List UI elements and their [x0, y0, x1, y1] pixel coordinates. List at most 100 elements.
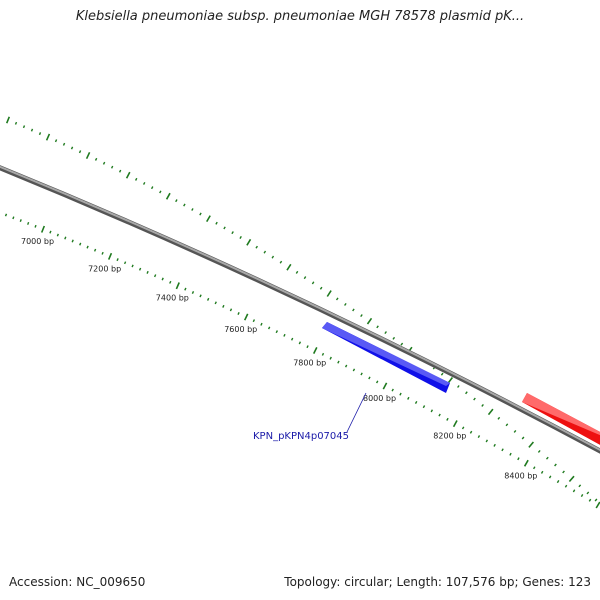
major-tick	[5, 116, 11, 124]
minor-tick	[102, 161, 106, 165]
minor-tick	[352, 368, 356, 372]
minor-tick	[12, 216, 15, 220]
minor-tick	[586, 491, 590, 495]
major-tick	[326, 290, 332, 297]
minor-tick	[191, 208, 194, 211]
minor-tick	[231, 231, 234, 235]
scale-label: 8000 bp	[363, 394, 396, 403]
major-tick	[487, 408, 494, 416]
major-tick	[107, 252, 113, 260]
minor-tick	[271, 255, 275, 259]
minor-tick	[159, 190, 162, 194]
minor-tick	[38, 132, 42, 136]
major-tick	[312, 347, 318, 354]
minor-tick	[306, 345, 309, 349]
minor-tick	[481, 403, 484, 407]
minor-tick	[101, 251, 104, 255]
major-tick	[175, 282, 180, 290]
minor-tick	[131, 264, 134, 268]
minor-tick	[430, 409, 434, 413]
minor-tick	[290, 337, 294, 341]
minor-tick	[368, 376, 371, 380]
minor-tick	[279, 260, 283, 264]
gene-label-KPN_pKPN4p07045[interactable]: KPN_pKPN4p07045	[253, 431, 349, 442]
minor-tick	[267, 326, 271, 330]
minor-tick	[14, 121, 18, 125]
scale-labels: 7000 bp 7200 bp 7400 bp 7600 bp 7800 bp 8000 …	[21, 237, 537, 480]
minor-tick	[537, 449, 541, 453]
major-tick	[40, 225, 46, 233]
minor-tick	[118, 169, 122, 173]
minor-tick	[556, 480, 560, 484]
outer-tick-ring	[5, 116, 598, 502]
minor-tick	[376, 325, 379, 329]
minor-tick	[260, 322, 263, 326]
inner-tick-ring	[4, 213, 600, 509]
gene-arrow-blue-top	[322, 322, 450, 386]
gene-KPN_pKPN4p07045[interactable]	[322, 322, 450, 393]
minor-tick	[169, 280, 172, 284]
minor-tick	[517, 457, 520, 461]
scale-label: 7800 bp	[293, 359, 326, 368]
minor-tick	[295, 270, 299, 274]
minor-tick	[321, 352, 325, 356]
minor-tick	[275, 330, 279, 334]
scale-label: 7400 bp	[156, 294, 189, 303]
minor-tick	[30, 128, 34, 132]
major-tick	[85, 151, 91, 160]
minor-tick	[375, 380, 379, 384]
minor-tick	[545, 456, 549, 460]
minor-tick	[335, 297, 339, 301]
minor-tick	[329, 356, 332, 360]
minor-tick	[199, 294, 202, 298]
major-tick	[523, 459, 529, 467]
minor-tick	[493, 443, 496, 447]
minor-tick	[540, 470, 544, 474]
minor-tick	[134, 177, 138, 181]
gene-features	[322, 322, 600, 446]
minor-tick	[548, 475, 552, 479]
minor-tick	[513, 429, 517, 433]
minor-tick	[283, 333, 286, 337]
major-tick	[45, 133, 51, 141]
minor-tick	[123, 261, 127, 265]
minor-tick	[223, 226, 226, 230]
minor-tick	[485, 439, 489, 443]
major-tick	[452, 420, 458, 428]
gene-red-feature[interactable]	[522, 393, 600, 446]
map-title: Klebsiella pneumoniae subsp. pneumoniae …	[75, 9, 525, 24]
minor-tick	[303, 276, 307, 280]
minor-tick	[64, 236, 67, 240]
minor-tick	[532, 466, 536, 470]
minor-tick	[457, 385, 460, 388]
minor-tick	[360, 314, 363, 318]
major-tick	[125, 171, 131, 179]
minor-tick	[509, 452, 512, 456]
minor-tick	[175, 199, 178, 203]
scale-label: 8200 bp	[433, 432, 466, 441]
minor-tick	[344, 364, 348, 368]
minor-tick	[298, 341, 302, 345]
major-tick	[165, 192, 171, 200]
minor-tick	[215, 221, 218, 225]
minor-tick	[56, 233, 59, 237]
scale-label: 7200 bp	[88, 264, 121, 273]
minor-tick	[237, 312, 240, 315]
minor-tick	[116, 258, 119, 262]
minor-tick	[501, 448, 504, 452]
minor-tick	[562, 470, 565, 474]
minor-tick	[521, 436, 525, 440]
minor-tick	[391, 388, 394, 392]
minor-tick	[239, 235, 242, 239]
minor-tick	[86, 245, 89, 249]
minor-tick	[78, 150, 82, 154]
minor-tick	[360, 372, 363, 376]
minor-tick	[477, 435, 481, 439]
minor-tick	[319, 286, 323, 290]
minor-tick	[255, 245, 258, 249]
minor-tick	[497, 416, 501, 420]
backbone-line	[0, 165, 600, 452]
minor-tick	[572, 489, 576, 493]
summary-text: Topology: circular; Length: 107,576 bp; …	[284, 575, 591, 589]
